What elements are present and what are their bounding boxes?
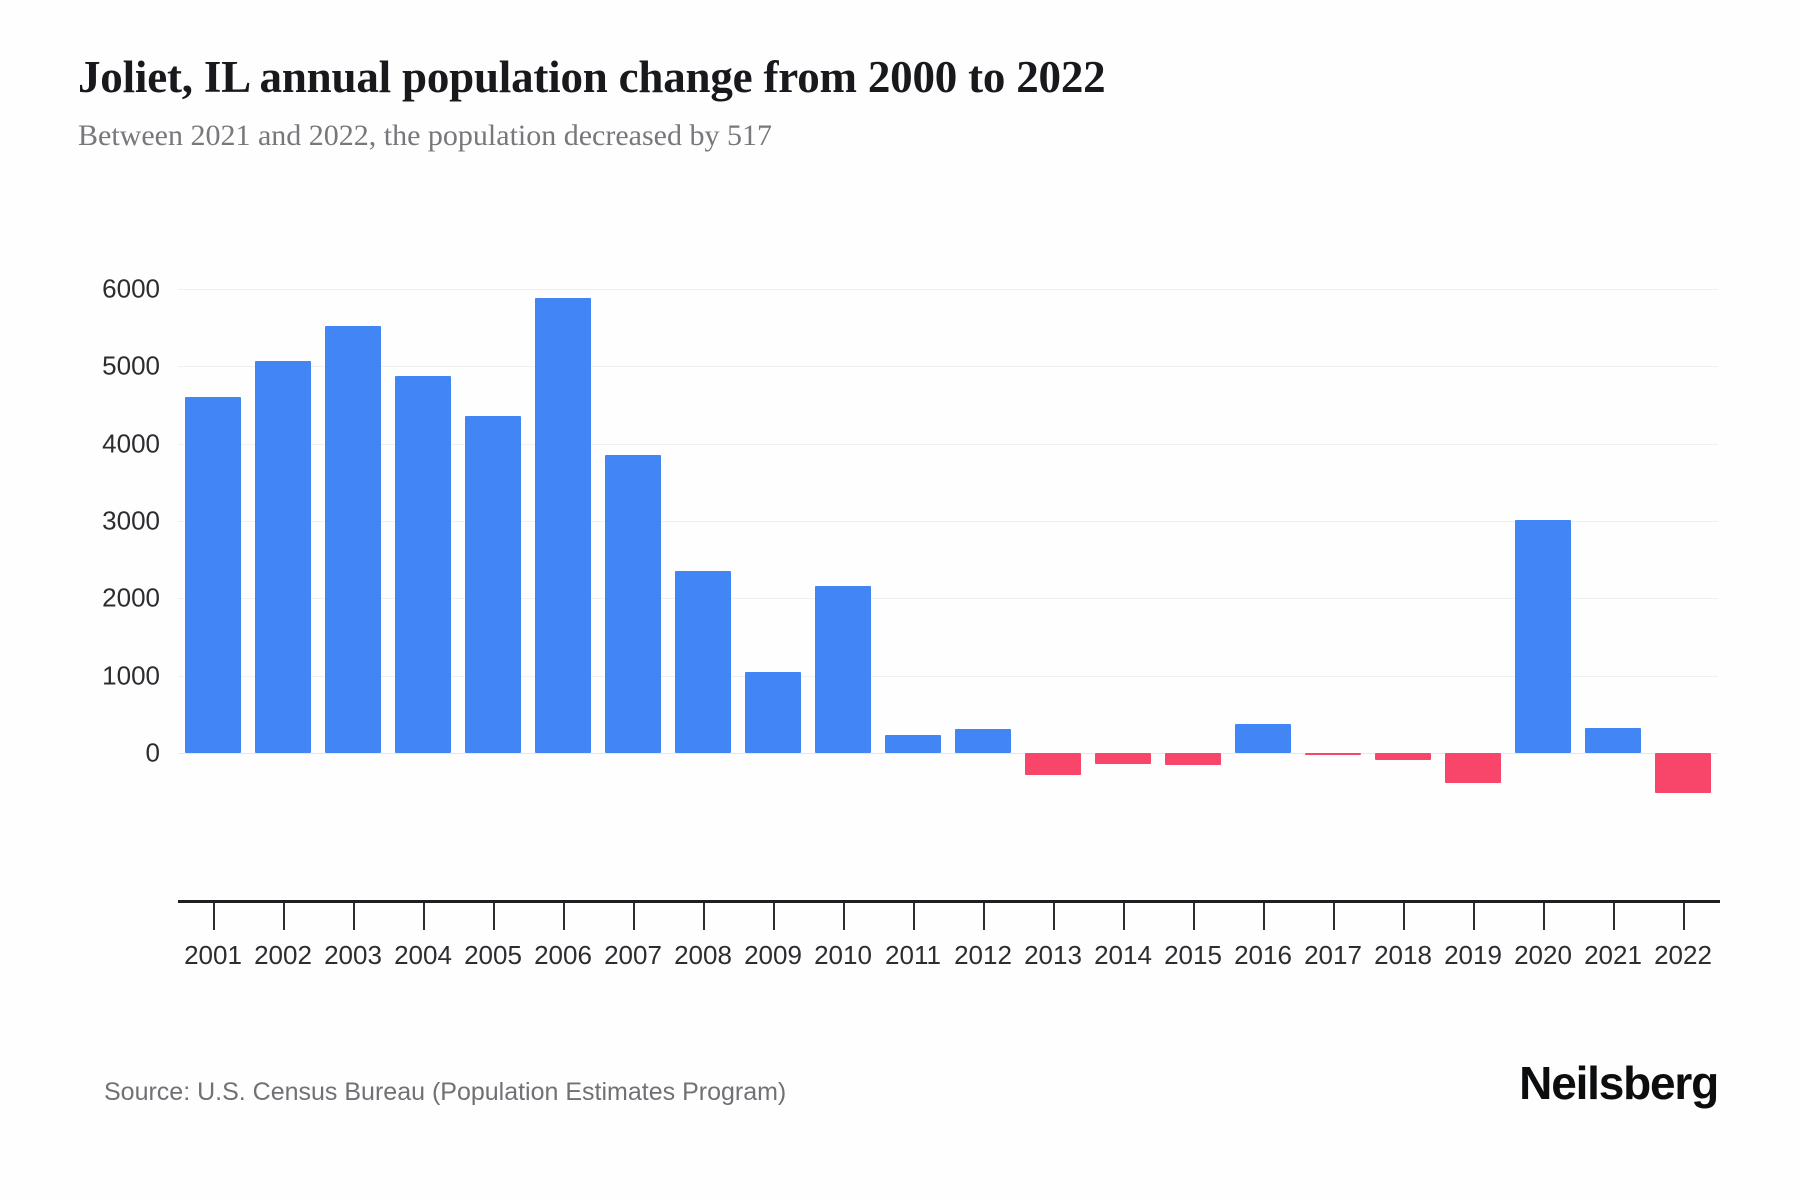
x-axis-label-2021: 2021 — [1584, 940, 1642, 970]
bar-2018[interactable] — [1375, 753, 1431, 760]
x-axis-tick — [353, 903, 355, 930]
x-axis-tick — [1123, 903, 1125, 930]
x-axis-label-2001: 2001 — [184, 940, 242, 970]
bar-2005[interactable] — [465, 415, 521, 753]
x-axis-tick — [1193, 903, 1195, 930]
x-axis-label-2003: 2003 — [324, 940, 382, 970]
x-axis-tick — [1263, 903, 1265, 930]
bar-2020[interactable] — [1515, 520, 1571, 753]
x-axis-label-2014: 2014 — [1094, 940, 1152, 970]
bar-2006[interactable] — [535, 297, 591, 753]
bar-2010[interactable] — [815, 585, 871, 753]
bar-2003[interactable] — [325, 326, 381, 753]
zero-baseline — [178, 753, 1718, 754]
x-axis-label-2013: 2013 — [1024, 940, 1082, 970]
x-axis-label-2006: 2006 — [534, 940, 592, 970]
x-axis-label-2010: 2010 — [814, 940, 872, 970]
x-axis-tick — [703, 903, 705, 930]
bar-2007[interactable] — [605, 455, 661, 753]
gridline — [178, 366, 1718, 368]
x-axis-tick — [1053, 903, 1055, 930]
x-axis-tick — [1683, 903, 1685, 930]
x-axis-tick — [1543, 903, 1545, 930]
x-axis-line — [178, 900, 1720, 903]
y-axis-tick-label: 6000 — [102, 273, 160, 304]
x-axis-tick — [633, 903, 635, 930]
gridline — [178, 598, 1718, 600]
bar-2014[interactable] — [1095, 753, 1151, 764]
bar-2021[interactable] — [1585, 728, 1641, 753]
x-axis-label-2004: 2004 — [394, 940, 452, 970]
gridline — [178, 443, 1718, 445]
x-axis-tick — [1613, 903, 1615, 930]
bar-2001[interactable] — [185, 397, 241, 753]
bar-2008[interactable] — [675, 571, 731, 753]
x-axis-label-2007: 2007 — [604, 940, 662, 970]
bar-2022[interactable] — [1655, 753, 1711, 793]
page-title: Joliet, IL annual population change from… — [78, 52, 1106, 102]
gridline — [178, 675, 1718, 677]
x-axis-tick — [983, 903, 985, 930]
bar-2019[interactable] — [1445, 753, 1501, 784]
x-axis-tick — [1403, 903, 1405, 930]
x-axis-tick — [423, 903, 425, 930]
x-axis-tick — [283, 903, 285, 930]
x-axis-label-2016: 2016 — [1234, 940, 1292, 970]
x-axis-label-2009: 2009 — [744, 940, 802, 970]
chart-header: Joliet, IL annual population change from… — [78, 52, 1728, 154]
x-axis-label-2018: 2018 — [1374, 940, 1432, 970]
y-axis-tick-label: 0 — [145, 737, 160, 768]
x-axis-label-2019: 2019 — [1444, 940, 1502, 970]
x-axis-tick — [563, 903, 565, 930]
x-axis-tick — [1333, 903, 1335, 930]
x-axis-tick — [493, 903, 495, 930]
x-axis-label-2012: 2012 — [954, 940, 1012, 970]
source-note: Source: U.S. Census Bureau (Population E… — [104, 1078, 787, 1106]
x-axis-label-2011: 2011 — [885, 940, 941, 970]
x-axis-label-2008: 2008 — [674, 940, 732, 970]
x-axis-tick — [913, 903, 915, 930]
chart-subtitle: Between 2021 and 2022, the population de… — [78, 119, 772, 153]
x-axis-tick — [773, 903, 775, 930]
bar-2017[interactable] — [1305, 753, 1361, 755]
bar-2013[interactable] — [1025, 753, 1081, 776]
x-axis-label-2015: 2015 — [1164, 940, 1222, 970]
bar-2011[interactable] — [885, 735, 941, 753]
y-axis-tick-label: 2000 — [102, 582, 160, 613]
x-axis-label-2017: 2017 — [1304, 940, 1362, 970]
x-axis-label-2022: 2022 — [1654, 940, 1712, 970]
brand-logo: Neilsberg — [1519, 1057, 1719, 1109]
bar-2004[interactable] — [395, 376, 451, 753]
x-axis-label-2005: 2005 — [464, 940, 522, 970]
x-axis-label-2020: 2020 — [1514, 940, 1572, 970]
y-axis-tick-label: 3000 — [102, 505, 160, 536]
bar-2016[interactable] — [1235, 723, 1291, 753]
x-axis-tick — [1473, 903, 1475, 930]
x-axis-tick — [843, 903, 845, 930]
bar-2009[interactable] — [745, 671, 801, 753]
gridline — [178, 289, 1718, 291]
y-axis-tick-label: 4000 — [102, 428, 160, 459]
x-axis-label-2002: 2002 — [254, 940, 312, 970]
x-axis-tick — [213, 903, 215, 930]
bar-2012[interactable] — [955, 729, 1011, 753]
y-axis-tick-label: 1000 — [102, 660, 160, 691]
bar-2015[interactable] — [1165, 753, 1221, 766]
bar-2002[interactable] — [255, 360, 311, 753]
gridline — [178, 521, 1718, 522]
y-axis-tick-label: 5000 — [102, 350, 160, 381]
